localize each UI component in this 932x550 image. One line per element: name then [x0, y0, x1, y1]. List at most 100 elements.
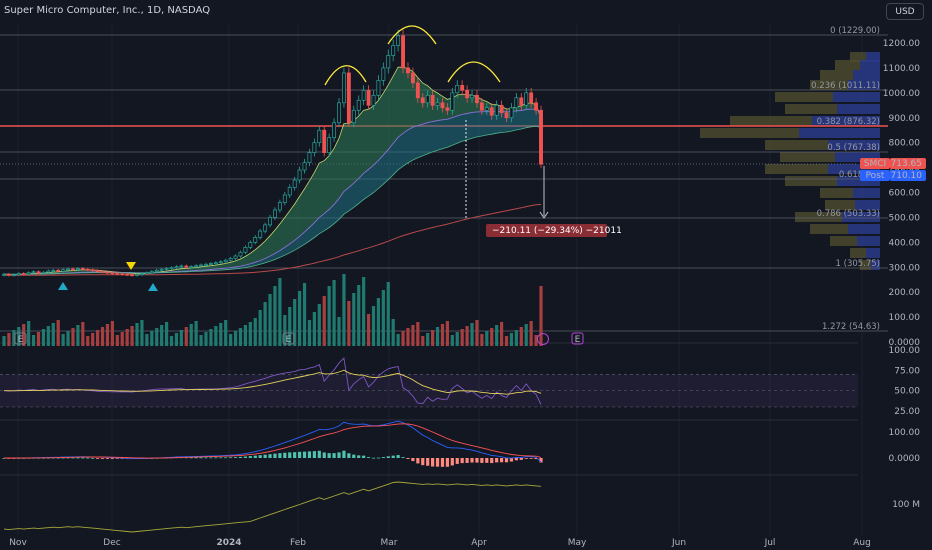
macd-histogram-bar: [56, 457, 60, 459]
ema-ribbon: [3, 66, 542, 276]
macd-histogram-bar: [115, 458, 119, 459]
candle-body: [401, 35, 406, 69]
macd-tick-label: 100.00: [889, 428, 921, 438]
chart-title: Super Micro Computer, Inc., 1D, NASDAQ: [4, 5, 210, 16]
volume-bar: [342, 274, 346, 346]
macd-histogram-bar: [86, 457, 90, 459]
profile-bar-value: [848, 224, 880, 234]
volume-bar: [7, 333, 11, 346]
candle-body: [371, 94, 376, 106]
candle-body: [243, 246, 248, 253]
volume-bar: [224, 320, 228, 346]
macd-histogram-bar: [91, 457, 95, 459]
candle-body: [346, 72, 351, 124]
ma-200-line: [3, 203, 542, 276]
volume-bar: [445, 321, 449, 346]
candle-body: [248, 241, 253, 248]
macd-histogram-bar: [302, 451, 307, 458]
price-tick-label: 600.00: [889, 189, 921, 199]
candle-body: [144, 272, 149, 275]
candle-body: [6, 273, 11, 276]
volume-bar: [155, 328, 159, 346]
macd-histogram-bar: [485, 458, 489, 463]
macd-histogram-bar: [371, 457, 376, 459]
macd-histogram-bar: [327, 453, 331, 458]
volume-bar: [160, 325, 164, 346]
macd-histogram-bar: [499, 458, 504, 463]
macd-histogram-bar: [81, 457, 85, 459]
volume-bar: [495, 325, 499, 346]
macd-histogram-bar: [539, 458, 543, 463]
profile-bar-value: [866, 248, 880, 258]
volume-bar: [411, 325, 415, 346]
candle-body: [322, 129, 327, 153]
profile-bar-value: [860, 60, 880, 70]
volume-bar: [406, 328, 410, 346]
macd-histogram-bar: [386, 456, 390, 458]
macd-histogram-bar: [233, 457, 238, 458]
candle-body: [341, 72, 346, 104]
volume-bar: [322, 296, 326, 346]
macd-histogram-bar: [268, 454, 272, 458]
volume-bar: [22, 324, 26, 346]
macd-histogram-bar: [465, 458, 469, 463]
ribbon-fill-lower: [4, 109, 541, 275]
volume-bar: [278, 278, 282, 346]
currency-button[interactable]: USD: [886, 3, 924, 20]
volume-bar: [27, 321, 31, 346]
volume-bar: [283, 315, 287, 346]
macd-histogram-bar: [495, 458, 499, 463]
macd-histogram-bar: [288, 452, 292, 458]
profile-bar-volume: [810, 224, 848, 234]
measure-arrow-head: [539, 211, 549, 219]
macd-histogram-bar: [110, 458, 114, 459]
ribbon-fill-upper: [4, 67, 541, 275]
macd-histogram-bar: [66, 457, 70, 459]
macd-histogram-bar: [524, 458, 528, 459]
volume-bars: [2, 274, 543, 346]
candle-body: [258, 230, 263, 238]
price-tick-label: 900.00: [889, 114, 921, 124]
volume-bar: [332, 280, 336, 346]
volume-bar: [490, 328, 494, 346]
volume-indicator-pane: [3, 481, 542, 533]
macd-histogram-bar: [61, 457, 65, 459]
volume-bar: [56, 320, 60, 346]
volume-bar: [2, 336, 6, 346]
volume-bar: [312, 312, 316, 346]
volume-bar: [66, 331, 70, 346]
volume-bar: [352, 293, 356, 346]
price-tick-label: 1200.00: [883, 39, 920, 49]
measure-label: −210.11 (−29.34%) −21011: [492, 226, 622, 236]
earnings-marker-box: [14, 332, 27, 345]
candle-body: [95, 270, 100, 272]
volume-bar: [115, 335, 119, 346]
volume-bar: [233, 331, 238, 346]
rsi-line: [3, 357, 542, 405]
volume-bar: [31, 335, 36, 346]
macd-histogram-bar: [376, 457, 381, 459]
candle-body: [223, 259, 228, 263]
volume-bar: [248, 322, 252, 346]
candle-body: [100, 271, 105, 273]
volume-bar: [238, 328, 243, 346]
left-shoulder-arc: [324, 65, 367, 86]
earnings-marker: E: [286, 335, 292, 345]
candle-body: [484, 107, 489, 111]
macd-histogram-bar: [71, 457, 75, 459]
candle-body: [164, 268, 169, 270]
candle-body: [381, 67, 386, 81]
fib-label: 1.272 (54.63): [822, 322, 880, 332]
last-price-tag: 713.65: [891, 159, 923, 169]
macd-histogram-bar: [362, 455, 366, 458]
macd-histogram-bar: [421, 458, 425, 466]
profile-bar-value: [799, 128, 880, 138]
volume-bar: [273, 286, 277, 346]
candle-body: [529, 92, 534, 104]
profile-bar-volume: [860, 260, 871, 270]
price-tick-label: 200.00: [889, 288, 921, 298]
profile-bar-value: [853, 70, 880, 80]
volume-bar: [258, 310, 262, 346]
